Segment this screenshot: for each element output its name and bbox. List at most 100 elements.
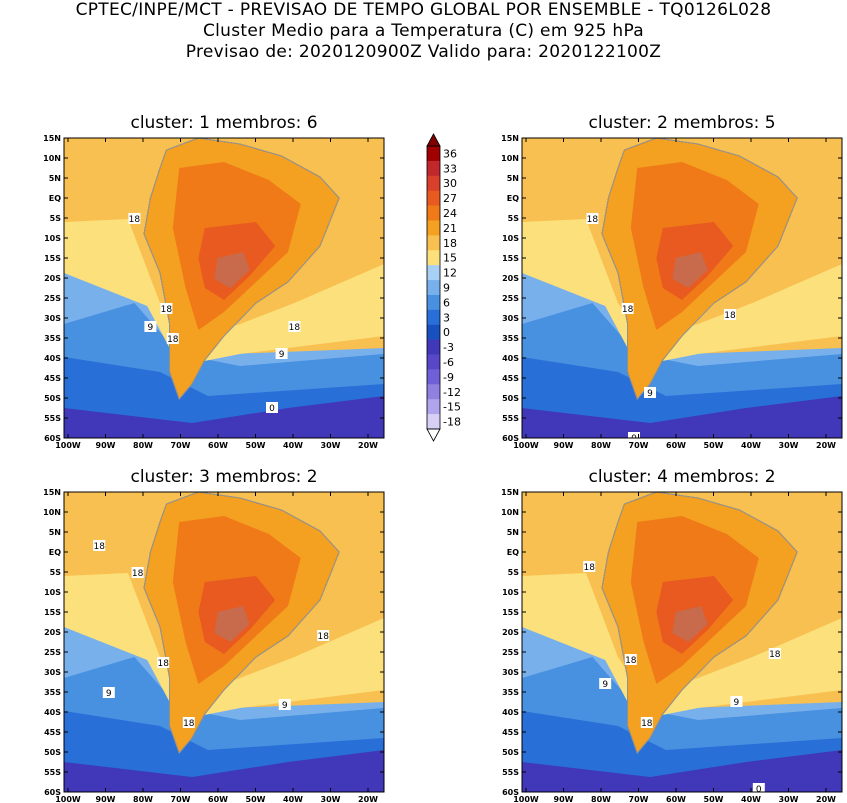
- lat-label: 35S: [44, 334, 61, 343]
- colorbar-swatch: [427, 175, 440, 191]
- contour-label-bg: [275, 348, 288, 359]
- colorbar-swatch: [427, 354, 440, 370]
- contour-label: 0: [756, 785, 762, 795]
- lon-label: 100W: [513, 795, 539, 803]
- lat-label: 10N: [501, 154, 519, 163]
- lon-label: 50W: [246, 441, 266, 450]
- lon-label: 70W: [629, 441, 649, 450]
- lon-label: 100W: [513, 441, 539, 450]
- lon-label: 60W: [208, 441, 228, 450]
- lat-label: 60S: [44, 788, 61, 797]
- coastline: [601, 492, 798, 754]
- contour-label-bg: [278, 699, 291, 710]
- lat-label: 10N: [501, 508, 519, 517]
- contour-label-bg: [157, 657, 170, 668]
- lat-label: 5S: [50, 214, 62, 223]
- lon-label: 40W: [741, 795, 761, 803]
- lon-label: 20W: [358, 441, 378, 450]
- colorbar-label: -12: [443, 386, 461, 399]
- contour-label: 18: [769, 650, 781, 660]
- field-band-30c: [214, 606, 250, 642]
- lat-label: 45S: [502, 374, 519, 383]
- lon-label: 60W: [208, 795, 228, 803]
- lat-label: 55S: [502, 414, 519, 423]
- lat-label: 5S: [508, 568, 520, 577]
- lon-label: 50W: [246, 795, 266, 803]
- lat-label: 50S: [502, 394, 519, 403]
- colorbar-swatch: [427, 369, 440, 385]
- colorbar-swatch: [427, 250, 440, 266]
- contour-label: 9: [647, 389, 653, 399]
- lat-label: 5S: [508, 214, 520, 223]
- colorbar-label: 6: [443, 296, 450, 309]
- lat-label: 20S: [502, 274, 519, 283]
- contour-label-bg: [640, 717, 653, 728]
- contour-label: 9: [282, 701, 288, 711]
- colorbar-swatch: [427, 384, 440, 400]
- contour-label: 18: [625, 656, 637, 666]
- colorbar-swatch: [427, 324, 440, 340]
- colorbar-label: 24: [443, 207, 457, 220]
- colorbar-swatch: [427, 220, 440, 236]
- lon-label: 70W: [171, 795, 191, 803]
- colorbar-label: -15: [443, 401, 461, 414]
- lat-label: 5N: [49, 528, 61, 537]
- lat-label: 5N: [49, 174, 61, 183]
- lat-label: 60S: [502, 788, 519, 797]
- colorbar-swatch: [427, 205, 440, 221]
- lon-label: 100W: [55, 795, 81, 803]
- colorbar-label: 36: [443, 147, 457, 160]
- header-title-line3: Previsao de: 2020120900Z Valido para: 20…: [185, 42, 662, 62]
- contour-label: 9: [602, 680, 608, 690]
- lat-label: 15S: [502, 608, 519, 617]
- contour-label-bg: [644, 387, 656, 398]
- contour-label-bg: [166, 333, 179, 344]
- colorbar-swatch: [427, 309, 440, 326]
- lat-label: 60S: [502, 434, 519, 443]
- lon-label: 20W: [816, 795, 836, 803]
- lon-label: 70W: [629, 795, 649, 803]
- panel-title-2: cluster: 2 membros: 5: [588, 113, 776, 133]
- field-band-15c: [64, 219, 384, 366]
- lat-label: EQ: [49, 194, 61, 203]
- lat-label: 30S: [502, 314, 519, 323]
- contour-label-bg: [599, 678, 612, 689]
- contour-label: 18: [93, 542, 105, 552]
- colorbar-label: 18: [443, 237, 457, 250]
- lat-label: 15N: [43, 134, 61, 143]
- lat-label: 20S: [44, 274, 61, 283]
- map-panel-2: 18 18 18 9 0 15N 10N 5N EQ 5S 10S 15S 20S 25S 30S 35S 40…: [501, 134, 843, 450]
- lat-label: 40S: [44, 354, 61, 363]
- lat-label: EQ: [49, 548, 61, 557]
- lon-label: 80W: [133, 441, 153, 450]
- colorbar-swatch: [427, 414, 440, 430]
- lon-label: 80W: [591, 795, 611, 803]
- colorbar-swatch: [427, 190, 440, 206]
- colorbar-label: 30: [443, 177, 457, 190]
- lat-label: 15S: [502, 254, 519, 263]
- contour-label-bg: [621, 303, 634, 314]
- lat-label: 35S: [44, 688, 61, 697]
- field-band-30c: [672, 606, 708, 642]
- lat-label: EQ: [507, 194, 519, 203]
- field-band-neg3c: [522, 396, 842, 438]
- coastline: [143, 138, 340, 400]
- colorbar-label: -18: [443, 416, 461, 429]
- colorbar-swatch: [427, 399, 440, 415]
- lat-label: 50S: [44, 394, 61, 403]
- colorbar-label: 15: [443, 252, 457, 265]
- lat-label: 10S: [502, 234, 519, 243]
- lat-label: 25S: [44, 648, 61, 657]
- header-title-line2: Cluster Medio para a Temperatura (C) em …: [202, 21, 645, 41]
- contour-label-bg: [131, 567, 144, 578]
- contour-label-bg: [144, 321, 157, 332]
- lon-label: 40W: [283, 441, 303, 450]
- colorbar-top-arrow: [426, 133, 441, 147]
- lat-label: 50S: [44, 748, 61, 757]
- lon-label: 40W: [741, 441, 761, 450]
- lat-label: 45S: [502, 728, 519, 737]
- colorbar-label: 21: [443, 222, 457, 235]
- contour-label-bg: [586, 213, 599, 224]
- colorbar-swatch: [427, 294, 440, 311]
